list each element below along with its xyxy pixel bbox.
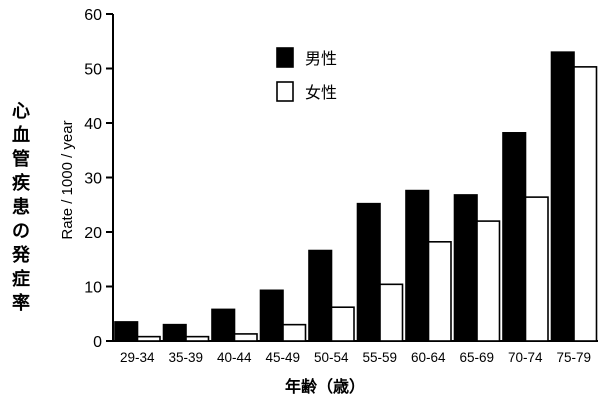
bar-female-40-44 [233, 333, 258, 342]
bar-male-40-44 [211, 308, 236, 342]
bar-female-45-49 [282, 323, 307, 342]
x-tick-label: 70-74 [508, 350, 543, 365]
y-tick-label: 40 [84, 116, 102, 133]
bar-male-55-59 [356, 202, 381, 342]
x-tick-label: 65-69 [459, 350, 494, 365]
bar-female-29-34 [136, 335, 161, 342]
x-tick-label: 75-79 [556, 350, 591, 365]
bar-female-55-59 [379, 283, 404, 342]
bar-female-50-54 [330, 306, 355, 342]
y-tick-label: 30 [84, 171, 102, 188]
bar-male-50-54 [308, 249, 333, 342]
legend-label-female: 女性 [305, 83, 337, 102]
bar-female-65-69 [476, 220, 501, 342]
legend-swatch-male [276, 47, 294, 68]
y-tick-label: 50 [84, 62, 102, 79]
y-tick-label: 60 [84, 7, 102, 24]
y-tick-label: 0 [93, 334, 102, 351]
x-tick-label: 40-44 [217, 350, 252, 365]
bar-female-70-74 [524, 196, 549, 342]
bar-male-29-34 [114, 321, 139, 342]
y-tick-label: 10 [84, 280, 102, 297]
x-tick-label: 50-54 [314, 350, 349, 365]
bar-male-75-79 [550, 51, 575, 342]
bar-female-60-64 [427, 241, 452, 342]
y-axis-title-japanese: 心血管疾患の発症率 [12, 101, 30, 314]
bar-male-35-39 [162, 323, 187, 342]
bar-male-45-49 [259, 289, 284, 342]
x-tick-label: 35-39 [168, 350, 203, 365]
bar-female-35-39 [185, 335, 210, 342]
plot-area: 0 10 20 30 40 50 60 29-34 35-39 40-44 45-49 50-54 55… [84, 7, 598, 365]
legend-label-male: 男性 [305, 49, 337, 68]
legend-swatch-female [276, 81, 294, 102]
x-tick-label: 45-49 [265, 350, 300, 365]
y-axis-title: Rate / 1000 / year [59, 120, 76, 239]
x-tick-label: 55-59 [362, 350, 397, 365]
x-tick-label: 60-64 [411, 350, 446, 365]
y-tick-label: 20 [84, 225, 102, 242]
bar-female-75-79 [573, 66, 598, 342]
x-tick-label: 29-34 [120, 350, 155, 365]
bar-male-70-74 [502, 132, 527, 342]
bar-male-65-69 [453, 194, 478, 342]
x-axis-title: 年齢（歳） [285, 377, 365, 396]
bar-male-60-64 [405, 189, 430, 342]
